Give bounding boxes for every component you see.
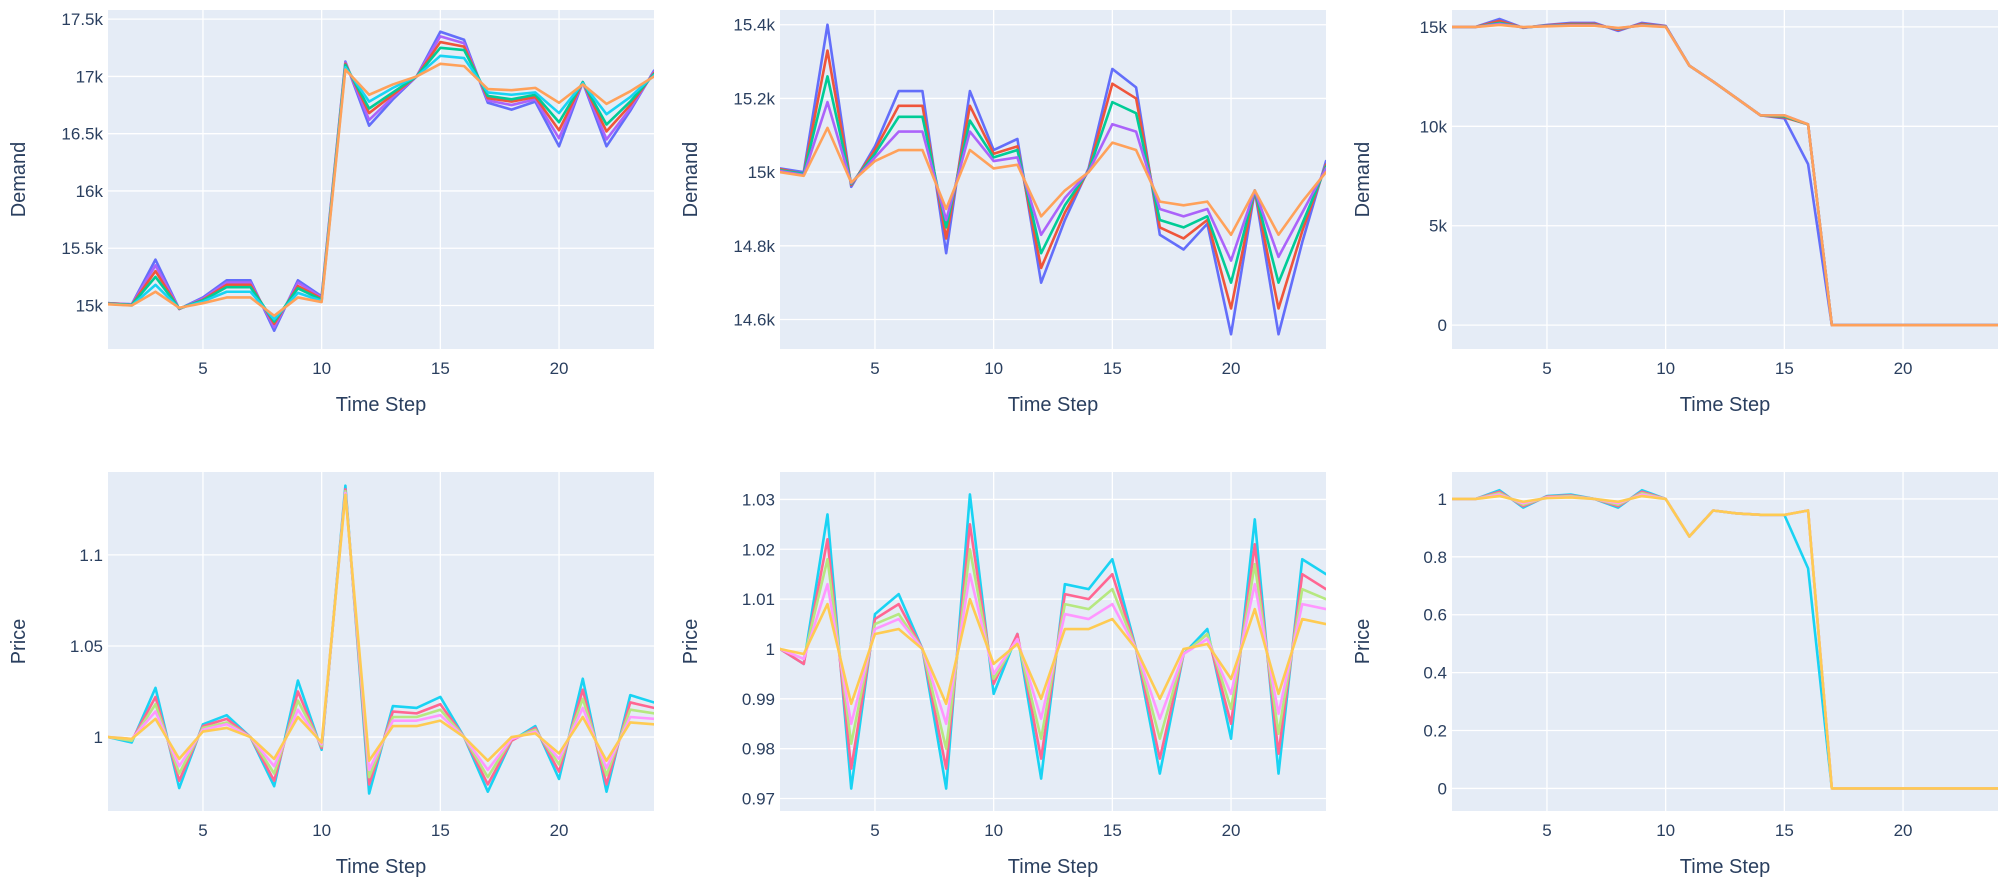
y-tick-label: 15k (748, 163, 776, 182)
plot-background (1452, 472, 1998, 811)
y-tick-label: 15.2k (733, 89, 775, 108)
subplot-3: 5 10 15 20 0 5k 10k 15k Time Step Demand (1352, 10, 1998, 416)
plot-background (1452, 10, 1998, 349)
y-tick-label: 15.5k (61, 239, 103, 258)
y-tick-label: 0.97 (742, 790, 775, 809)
x-tick-label: 15 (1775, 821, 1794, 840)
y-tick-label: 15k (1420, 18, 1448, 37)
y-tick-label: 14.6k (733, 311, 775, 330)
x-tick-label: 15 (1103, 359, 1122, 378)
x-tick-label: 5 (198, 359, 207, 378)
x-tick-label: 15 (1775, 359, 1794, 378)
y-tick-label: 1.1 (79, 546, 103, 565)
x-tick-label: 5 (870, 821, 879, 840)
y-tick-label: 17k (76, 67, 104, 86)
subplot-6: 5 10 15 20 0 0.2 0.4 0.6 0.8 1 Time Step Price (1352, 472, 1998, 878)
x-tick-label: 20 (1894, 821, 1913, 840)
y-tick-label: 0.2 (1423, 722, 1447, 741)
x-tick-label: 15 (1103, 821, 1122, 840)
x-tick-label: 15 (431, 821, 450, 840)
x-tick-label: 10 (312, 821, 331, 840)
series-group (1452, 488, 1998, 790)
y-axis-title: Price (8, 619, 30, 665)
subplot-1: 5 10 15 20 15k 15.5k 16k 16.5k 17k 17.5k Time Step… (8, 10, 654, 416)
series-group (1452, 17, 1998, 327)
y-tick-label: 1 (94, 728, 103, 747)
series-line-3 (780, 75, 1326, 284)
x-axis-title: Time Step (1680, 394, 1770, 416)
series-group (108, 484, 654, 795)
y-axis-title: Demand (680, 142, 702, 218)
series-line-5 (1452, 494, 1998, 790)
x-tick-label: 20 (1222, 821, 1241, 840)
y-tick-label: 15k (76, 296, 104, 315)
series-line-6 (108, 62, 654, 318)
x-tick-label: 10 (984, 359, 1003, 378)
x-axis-title: Time Step (1008, 856, 1098, 878)
y-tick-label: 14.8k (733, 237, 775, 256)
y-tick-label: 17.5k (61, 10, 103, 29)
y-tick-label: 16k (76, 182, 104, 201)
series-line-2 (780, 49, 1326, 310)
y-axis-title: Demand (1352, 142, 1374, 218)
y-tick-label: 15.4k (733, 16, 775, 35)
x-tick-label: 10 (312, 359, 331, 378)
x-axis-title: Time Step (336, 856, 426, 878)
y-tick-label: 16.5k (61, 125, 103, 144)
y-tick-label: 5k (1429, 217, 1447, 236)
y-tick-label: 1.05 (70, 637, 103, 656)
x-tick-label: 5 (1542, 821, 1551, 840)
y-axis-title: Demand (8, 142, 30, 218)
y-tick-label: 1 (766, 640, 775, 659)
y-axis-title: Price (680, 619, 702, 665)
x-tick-label: 20 (1222, 359, 1241, 378)
series-line-5 (108, 493, 654, 763)
x-tick-label: 10 (1656, 821, 1675, 840)
x-tick-label: 5 (870, 359, 879, 378)
x-tick-label: 10 (984, 821, 1003, 840)
x-tick-label: 15 (431, 359, 450, 378)
y-tick-label: 0.4 (1423, 664, 1447, 683)
y-tick-label: 0.98 (742, 740, 775, 759)
y-tick-label: 0.6 (1423, 606, 1447, 625)
x-tick-label: 5 (198, 821, 207, 840)
series-line-5 (1452, 23, 1998, 327)
x-tick-label: 10 (1656, 359, 1675, 378)
series-line-5 (780, 126, 1326, 237)
x-tick-label: 20 (550, 821, 569, 840)
series-group (780, 23, 1326, 336)
y-tick-label: 1.01 (742, 590, 775, 609)
series-line-1 (780, 23, 1326, 336)
y-tick-label: 1.03 (742, 490, 775, 509)
subplot-2: 5 10 15 20 14.6k 14.8k 15k 15.2k 15.4k Time Step D… (680, 10, 1326, 416)
x-tick-label: 5 (1542, 359, 1551, 378)
y-tick-label: 0.8 (1423, 548, 1447, 567)
y-tick-label: 1.02 (742, 540, 775, 559)
subplot-5: 5 10 15 20 0.97 0.98 0.99 1 1.01 1.02 1.03 Time Ste… (680, 472, 1326, 878)
series-group (108, 30, 654, 332)
plot-background (108, 10, 654, 349)
series-line-5 (108, 54, 654, 321)
series-group (780, 493, 1326, 790)
x-tick-label: 20 (1894, 359, 1913, 378)
y-tick-label: 0.99 (742, 690, 775, 709)
series-line-5 (780, 597, 1326, 706)
y-axis-title: Price (1352, 619, 1374, 665)
x-axis-title: Time Step (1008, 394, 1098, 416)
x-axis-title: Time Step (336, 394, 426, 416)
x-tick-label: 20 (550, 359, 569, 378)
y-tick-label: 0 (1438, 779, 1447, 798)
y-tick-label: 1 (1438, 490, 1447, 509)
x-axis-title: Time Step (1680, 856, 1770, 878)
y-tick-label: 10k (1420, 117, 1448, 136)
subplot-4: 5 10 15 20 1 1.05 1.1 Time Step Price (8, 472, 654, 878)
series-line-4 (780, 100, 1326, 262)
y-tick-label: 0 (1438, 316, 1447, 335)
plot-background (780, 10, 1326, 349)
